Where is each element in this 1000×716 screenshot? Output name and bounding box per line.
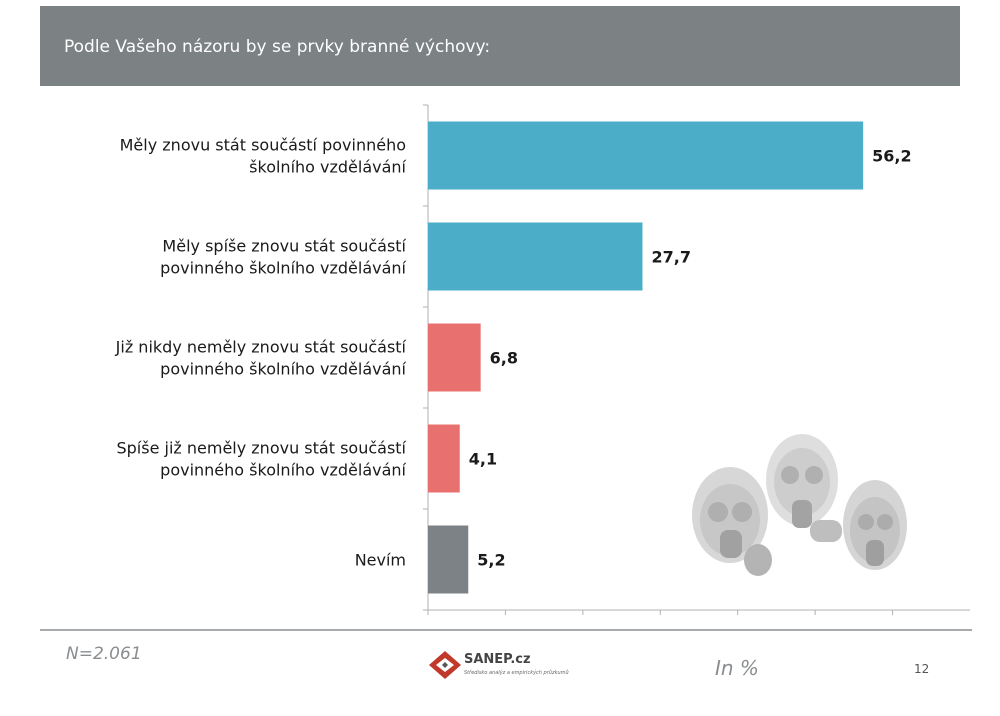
sample-size: N=2.061 [66, 644, 142, 664]
page-number: 12 [914, 662, 930, 676]
bar [428, 323, 481, 392]
header-bar: Podle Vašeho názoru by se prvky branné v… [40, 6, 960, 86]
bar [428, 121, 864, 190]
category-label: Nevím [355, 551, 406, 570]
logo-tagline: Středisko analýz a empirických průzkumů [464, 670, 569, 676]
data-label: 5,2 [477, 551, 505, 570]
category-label: Již nikdy neměly znovu stát součástí povi… [115, 338, 407, 379]
footer-divider [40, 629, 972, 631]
chart-title: Podle Vašeho názoru by se prvky branné v… [64, 37, 491, 57]
data-label: 6,8 [490, 349, 518, 368]
bar [428, 525, 469, 594]
category-label: Měly znovu stát součástí povinného školní… [120, 136, 407, 177]
bar [428, 222, 643, 291]
sanep-logo-icon [429, 651, 461, 679]
sanep-logo: SANEP.cz Středisko analýz a empirických … [428, 648, 588, 684]
data-label: 56,2 [872, 147, 911, 166]
bar [428, 424, 460, 493]
unit-label: In % [715, 656, 759, 680]
data-label: 27,7 [651, 248, 690, 267]
gas-mask-people-icon [680, 420, 920, 590]
category-label: Měly spíše znovu stát součástí povinného … [160, 237, 406, 278]
data-label: 4,1 [469, 450, 497, 469]
logo-text: SANEP.cz [464, 652, 531, 667]
category-label: Spíše již neměly znovu stát součástí povi… [116, 439, 406, 480]
